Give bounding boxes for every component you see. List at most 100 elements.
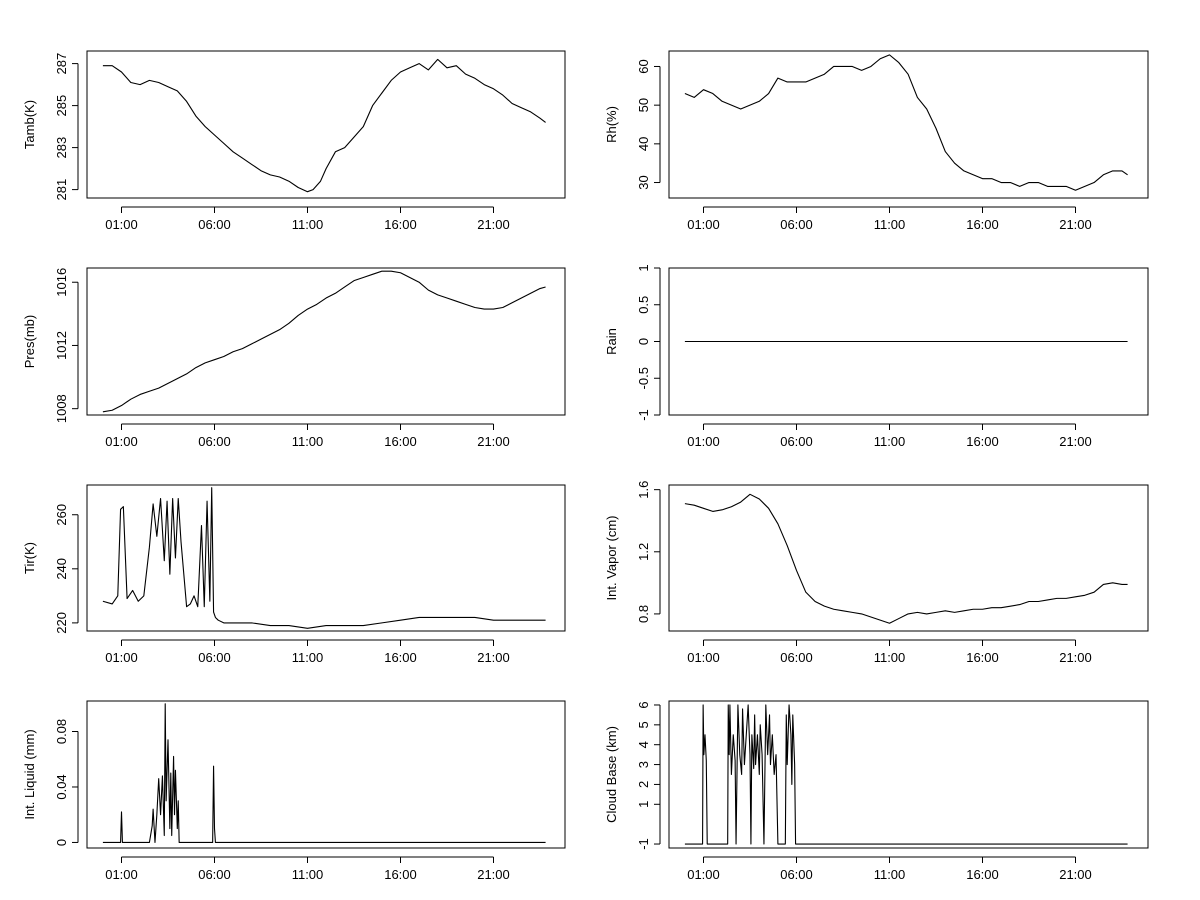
plot-frame (668, 50, 1149, 199)
y-axis-label: Int. Vapor (cm) (604, 515, 619, 600)
y-tick-label: 60 (636, 59, 651, 73)
y-tick-label: -1 (636, 409, 651, 421)
x-tick-label: 21:00 (477, 650, 510, 665)
chart-panel: 01:00 06:00 11:00 16:00 21:00 1008 1012 1016 Pre… (22, 267, 566, 449)
y-tick-label: -1 (636, 838, 651, 850)
data-series-line (684, 54, 1128, 191)
x-tick-label: 06:00 (780, 434, 813, 449)
x-tick-label: 06:00 (198, 434, 231, 449)
x-tick-label: 11:00 (874, 650, 906, 665)
y-tick-label: 283 (54, 137, 69, 159)
x-tick-label: 11:00 (874, 217, 906, 232)
x-tick-label: 16:00 (384, 434, 417, 449)
x-tick-label: 21:00 (477, 434, 510, 449)
x-tick-label: 01:00 (687, 217, 720, 232)
x-tick-label: 01:00 (687, 434, 720, 449)
chart-panel: 01:00 06:00 11:00 16:00 21:00 281 283 285 287 Tam… (22, 50, 566, 232)
chart-panel: 01:00 06:00 11:00 16:00 21:00 0.8 1.2 1.6 Int. V… (604, 481, 1149, 665)
plot-frame (86, 50, 566, 199)
y-tick-label: 285 (54, 95, 69, 117)
chart-panel: 01:00 06:00 11:00 16:00 21:00 30 40 50 60 Rh(%) (604, 50, 1149, 232)
y-tick-label: 5 (636, 721, 651, 728)
y-axis-label: Cloud Base (km) (604, 726, 619, 823)
x-tick-label: 01:00 (687, 650, 720, 665)
y-tick-label: 281 (54, 179, 69, 201)
y-tick-label: 0 (54, 839, 69, 846)
data-series-line (102, 703, 546, 844)
chart-panel: 01:00 06:00 11:00 16:00 21:00 220 240 260 Tir(K) (22, 484, 566, 665)
x-tick-label: 21:00 (1059, 867, 1092, 882)
x-tick-label: 16:00 (384, 650, 417, 665)
y-tick-label: 287 (54, 53, 69, 75)
x-tick-label: 21:00 (1059, 217, 1092, 232)
plot-frame (86, 484, 566, 632)
y-tick-label: 240 (54, 558, 69, 580)
y-axis-label: Tamb(K) (22, 100, 37, 149)
x-tick-label: 16:00 (966, 217, 999, 232)
y-tick-label: 40 (636, 137, 651, 151)
y-tick-label: 1012 (54, 331, 69, 360)
x-tick-label: 16:00 (966, 434, 999, 449)
y-tick-label: 1.6 (636, 481, 651, 499)
y-axis-label: Int. Liquid (mm) (22, 729, 37, 819)
plot-frame (86, 700, 566, 849)
y-tick-label: 1 (636, 801, 651, 808)
x-tick-label: 11:00 (874, 434, 906, 449)
y-tick-label: 0.04 (54, 774, 69, 799)
data-series-line (684, 493, 1128, 624)
y-tick-label: 0 (636, 338, 651, 345)
y-tick-label: 30 (636, 175, 651, 189)
chart-panel: 01:00 06:00 11:00 16:00 21:00 0 0.04 0.08 Int. L… (22, 700, 566, 882)
y-tick-label: -0.5 (636, 367, 651, 389)
y-axis-label: Rain (604, 328, 619, 355)
x-tick-label: 16:00 (384, 867, 417, 882)
data-series-line (102, 487, 546, 629)
y-tick-label: 0.08 (54, 719, 69, 744)
x-tick-label: 21:00 (477, 867, 510, 882)
x-tick-label: 01:00 (105, 867, 138, 882)
y-axis-label: Pres(mb) (22, 315, 37, 368)
x-tick-label: 16:00 (384, 217, 417, 232)
x-tick-label: 21:00 (477, 217, 510, 232)
data-series-line (102, 270, 546, 413)
y-tick-label: 1016 (54, 268, 69, 297)
y-tick-label: 0.5 (636, 296, 651, 314)
x-tick-label: 21:00 (1059, 650, 1092, 665)
y-tick-label: 220 (54, 612, 69, 634)
y-tick-label: 50 (636, 98, 651, 112)
plot-frame (86, 267, 566, 416)
x-tick-label: 11:00 (292, 650, 324, 665)
y-tick-label: 0.8 (636, 605, 651, 623)
x-tick-label: 16:00 (966, 650, 999, 665)
x-tick-label: 01:00 (687, 867, 720, 882)
x-tick-label: 11:00 (292, 867, 324, 882)
chart-panel: 01:00 06:00 11:00 16:00 21:00 -1 1 2 3 4 5 6 Cloud B… (604, 700, 1149, 882)
x-tick-label: 21:00 (1059, 434, 1092, 449)
y-tick-label: 1008 (54, 394, 69, 423)
x-tick-label: 16:00 (966, 867, 999, 882)
x-tick-label: 11:00 (874, 867, 906, 882)
x-tick-label: 06:00 (198, 650, 231, 665)
x-tick-label: 06:00 (780, 650, 813, 665)
y-tick-label: 260 (54, 504, 69, 526)
data-series-line (684, 704, 1128, 845)
y-tick-label: 3 (636, 761, 651, 768)
y-axis-label: Tir(K) (22, 542, 37, 574)
y-tick-label: 4 (636, 741, 651, 748)
x-tick-label: 06:00 (780, 867, 813, 882)
x-tick-label: 01:00 (105, 434, 138, 449)
x-tick-label: 11:00 (292, 434, 324, 449)
x-tick-label: 01:00 (105, 650, 138, 665)
plot-frame (668, 700, 1149, 849)
y-tick-label: 6 (636, 701, 651, 708)
plot-frame (668, 267, 1149, 416)
plot-frame (668, 484, 1149, 632)
x-tick-label: 01:00 (105, 217, 138, 232)
y-tick-label: 2 (636, 781, 651, 788)
x-tick-label: 11:00 (292, 217, 324, 232)
x-tick-label: 06:00 (198, 217, 231, 232)
chart-panel: 01:00 06:00 11:00 16:00 21:00 -1 -0.5 0 0.5 1 Rain (604, 264, 1149, 449)
y-axis-label: Rh(%) (604, 106, 619, 143)
y-tick-label: 1.2 (636, 543, 651, 561)
